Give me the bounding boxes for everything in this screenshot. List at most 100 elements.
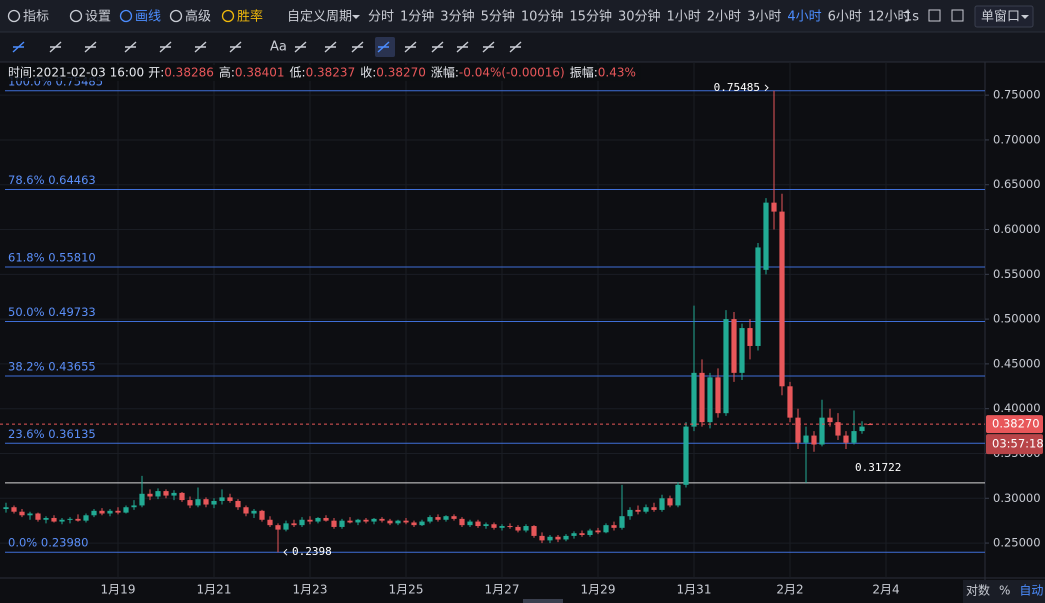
candle-body <box>219 497 225 501</box>
period-option[interactable]: 2小时 <box>707 10 741 25</box>
y-tick-label: 0.40000 <box>993 401 1041 415</box>
candle-body <box>435 517 441 520</box>
draw-tool-icon[interactable] <box>294 41 307 53</box>
period-option[interactable]: 4小时 <box>787 10 821 25</box>
candle-body <box>315 517 321 522</box>
period-option[interactable]: 10分钟 <box>521 9 564 25</box>
period-option[interactable]: 1分钟 <box>400 9 434 25</box>
y-tick-label: 0.30000 <box>993 491 1041 505</box>
candle-body <box>619 516 625 528</box>
window-label[interactable]: 单窗口 <box>981 9 1020 25</box>
candle-body <box>659 498 665 510</box>
candle-body <box>459 518 465 526</box>
period-option[interactable]: 1小时 <box>667 10 701 25</box>
candle-body <box>3 507 9 510</box>
candle-body <box>715 377 721 414</box>
dropdown-arrow <box>352 15 360 19</box>
x-tick-label: 1月23 <box>293 583 328 597</box>
draw-tool-icon[interactable] <box>159 41 172 53</box>
candle-body <box>323 517 329 521</box>
tool-label[interactable]: 设置 <box>85 10 111 25</box>
scale-option[interactable]: 对数 <box>966 583 990 598</box>
candle-body <box>595 530 601 533</box>
period-option[interactable]: 15分钟 <box>569 9 612 25</box>
interval[interactable]: 1s <box>904 10 919 25</box>
horizontal-line-label: 0.31722 <box>855 461 901 474</box>
draw-tool-icon[interactable] <box>229 41 242 53</box>
candle-body <box>195 499 201 506</box>
period-option[interactable]: 分时 <box>368 10 394 25</box>
tool-icon[interactable] <box>119 9 133 23</box>
candle-body <box>291 523 297 526</box>
candle-body <box>443 516 449 520</box>
fullscreen-icon[interactable] <box>928 9 941 22</box>
candle-body <box>763 202 769 270</box>
candle-body <box>491 524 497 528</box>
tool-label[interactable]: 胜率 <box>237 9 263 25</box>
period-option[interactable]: 6小时 <box>828 10 862 25</box>
tool-label[interactable]: 指标 <box>23 10 49 25</box>
period-option[interactable]: 3小时 <box>747 10 781 25</box>
candle-body <box>427 517 433 522</box>
candle-body <box>859 426 865 432</box>
candle-body <box>19 511 25 516</box>
screenshot-icon[interactable] <box>951 9 964 22</box>
info-label: 涨幅: <box>431 65 459 80</box>
candle-body <box>307 519 313 522</box>
draw-tool-icon[interactable] <box>84 41 97 53</box>
candle-body <box>451 516 457 519</box>
draw-tool-icon[interactable] <box>194 41 207 53</box>
draw-tool-icon[interactable] <box>456 41 469 53</box>
tool-icon[interactable] <box>7 9 21 23</box>
scale-option[interactable]: 自动 <box>1019 584 1043 598</box>
candle-body <box>11 507 17 512</box>
draw-tool-icon[interactable] <box>49 41 62 53</box>
info-value: 0.43% <box>598 66 636 80</box>
candle-body <box>819 417 825 445</box>
candle-body <box>83 515 89 521</box>
y-tick-label: 0.60000 <box>993 222 1041 236</box>
period-menu[interactable]: 自定义周期 <box>287 10 352 25</box>
draw-tool-icon[interactable] <box>324 41 337 53</box>
tool-icon[interactable] <box>169 9 183 23</box>
candle-body <box>691 372 697 427</box>
scrollbar[interactable] <box>523 599 563 603</box>
scale-options <box>963 580 1045 603</box>
y-tick-label: 0.25000 <box>993 536 1041 550</box>
last-price-tag <box>986 415 1043 434</box>
window-button[interactable] <box>974 5 1034 28</box>
draw-tool-icon[interactable] <box>482 41 495 53</box>
candle-body <box>139 493 145 506</box>
draw-tool-icon[interactable] <box>509 41 522 53</box>
tool-label[interactable]: 高级 <box>185 9 211 25</box>
candle-body <box>275 525 281 530</box>
info-value: 0.38270 <box>376 66 426 80</box>
draw-tool-icon[interactable] <box>124 41 137 53</box>
text-tool[interactable]: Aa <box>270 40 287 55</box>
tool-icon[interactable] <box>221 9 235 23</box>
candle-body <box>115 510 121 513</box>
draw-tool-icon[interactable] <box>12 41 25 53</box>
candle-body <box>43 517 49 520</box>
draw-tool-icon[interactable] <box>431 41 444 53</box>
info-label: 开: <box>148 66 164 80</box>
candle-body <box>635 509 641 512</box>
candle-body <box>523 526 529 531</box>
period-option[interactable]: 12小时 <box>868 10 911 25</box>
y-tick-label: 0.45000 <box>993 356 1041 370</box>
draw-tool-icon[interactable] <box>351 41 364 53</box>
x-tick-label: 1月21 <box>197 583 232 597</box>
period-option[interactable]: 5分钟 <box>481 9 515 25</box>
scale-option[interactable]: % <box>999 584 1010 598</box>
tool-icon[interactable] <box>69 9 83 23</box>
candle-body <box>155 491 161 497</box>
tool-label[interactable]: 画线 <box>135 10 161 25</box>
draw-tool-icon[interactable] <box>404 41 417 53</box>
period-option[interactable]: 30分钟 <box>618 9 661 25</box>
draw-tool-icon[interactable] <box>377 41 390 53</box>
candle-body <box>771 202 777 212</box>
candle-body <box>27 513 33 516</box>
period-option[interactable]: 3分钟 <box>440 9 474 25</box>
x-tick-label: 1月27 <box>485 583 520 597</box>
candle-body <box>795 417 801 443</box>
